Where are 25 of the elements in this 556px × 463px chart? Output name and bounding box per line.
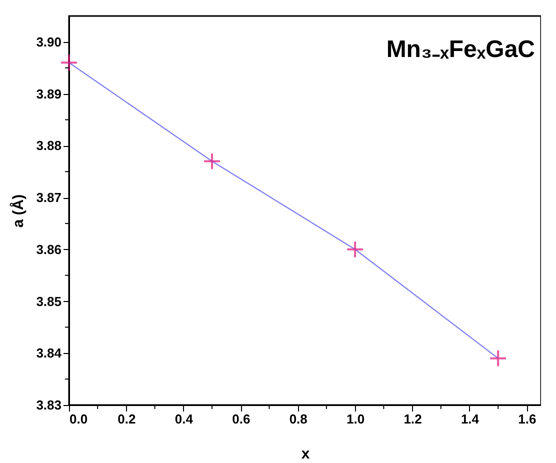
x-tick-label: 0.0	[70, 412, 88, 426]
x-tick-label: 1.2	[404, 412, 422, 426]
x-tick-label: 0.6	[232, 412, 250, 426]
y-tick-label: 3.88	[36, 138, 62, 154]
point	[489, 349, 507, 368]
x-tick-label: 1.6	[518, 412, 536, 426]
y-tick-label: 3.87	[36, 190, 62, 206]
x-tick-label: 0.4	[174, 412, 194, 426]
line-series	[68, 62, 499, 359]
y-tick-label: 3.84	[36, 346, 62, 361]
y-tick-label: 3.83	[36, 398, 62, 412]
x-tick-label: 0.2	[118, 412, 136, 426]
y-tick-label: 3.85	[36, 294, 62, 309]
x-tick-label: 1.4	[460, 412, 480, 426]
point	[346, 240, 364, 258]
x-tick-label: 1.0	[346, 412, 365, 426]
y-tick-label: 3.86	[36, 242, 62, 257]
point	[203, 152, 221, 170]
y-axis-title: a (Å)	[9, 194, 28, 228]
x-axis-title: x	[301, 446, 310, 462]
annotation: Mn₃₋ₓFeₓGaC	[386, 36, 535, 63]
point	[60, 54, 78, 72]
x-tick-label: 0.8	[289, 412, 308, 426]
y-tick-label: 3.90	[36, 34, 62, 50]
y-tick-label: 3.89	[36, 86, 62, 102]
